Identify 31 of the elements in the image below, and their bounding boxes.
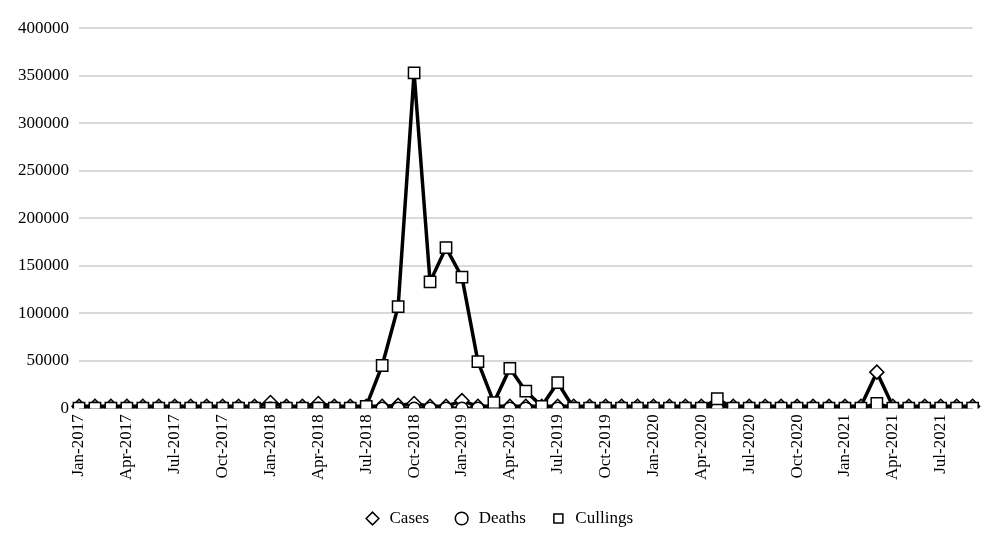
legend-label: Deaths: [478, 507, 526, 527]
legend-label: Cases: [389, 507, 430, 527]
x-tick-label: Jan-2021: [834, 414, 854, 477]
y-tick-label: 350000: [18, 65, 69, 85]
x-tick-label: Apr-2017: [116, 413, 136, 481]
y-tick-label: 50000: [26, 350, 69, 370]
y-tick-label: 100000: [18, 302, 69, 322]
y-tick-label: 300000: [18, 112, 69, 132]
x-tick-label: Jul-2017: [164, 413, 184, 474]
x-tick-label: Jan-2020: [642, 414, 662, 477]
y-tick-label: 200000: [18, 207, 69, 227]
x-tick-label: Jul-2021: [930, 414, 950, 474]
y-tick-label: 0: [60, 397, 69, 417]
x-tick-label: Jan-2017: [68, 413, 88, 477]
x-tick-label: Oct-2019: [595, 414, 615, 479]
x-tick-label: Apr-2020: [690, 414, 710, 481]
y-tick-label: 250000: [18, 160, 69, 180]
x-tick-label: Jan-2018: [259, 414, 279, 477]
x-tick-label: Jul-2018: [355, 414, 375, 474]
x-tick-label: Apr-2019: [499, 414, 519, 481]
legend-label: Cullings: [575, 507, 633, 527]
x-tick-label: Jul-2020: [738, 414, 758, 474]
x-tick-label: Oct-2017: [212, 413, 232, 479]
x-tick-label: Jul-2019: [547, 414, 567, 474]
x-tick-label: Oct-2018: [403, 414, 423, 479]
x-tick-label: Apr-2018: [307, 414, 327, 481]
x-tick-label: Apr-2021: [882, 414, 902, 481]
x-tick-label: Oct-2020: [786, 414, 806, 479]
y-tick-label: 150000: [18, 255, 69, 275]
x-tick-label: Jan-2019: [451, 414, 471, 477]
y-tick-label: 400000: [18, 17, 69, 37]
